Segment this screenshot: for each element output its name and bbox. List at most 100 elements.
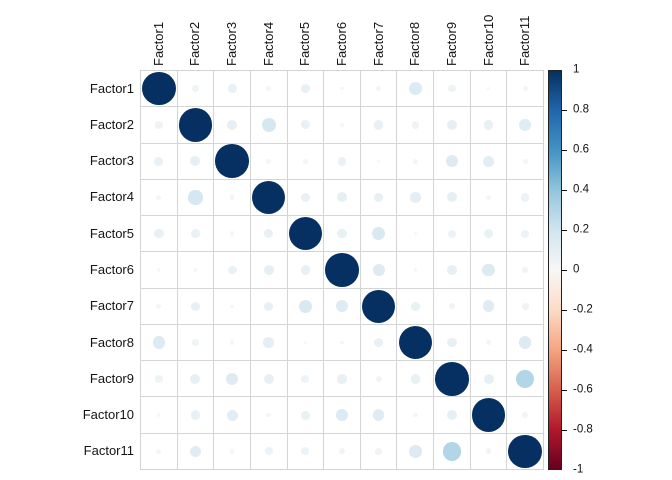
correlation-circle	[448, 84, 456, 93]
row-label: Factor8	[89, 334, 134, 350]
correlation-circle	[266, 412, 272, 418]
correlation-circle	[227, 119, 238, 130]
matrix-cell-r11c9	[434, 433, 471, 470]
correlation-circle	[190, 301, 201, 311]
matrix-cell-r8c11	[507, 324, 544, 362]
matrix-cell-r8c8	[397, 324, 435, 362]
matrix-cell-r9c10	[470, 361, 508, 398]
matrix-cell-r1c5	[287, 71, 325, 108]
correlation-circle	[227, 84, 237, 94]
correlation-circle	[190, 373, 201, 384]
colorbar-tick-label: 0.2	[573, 223, 589, 236]
colorbar-tick	[562, 190, 567, 191]
row-label: Factor1	[89, 80, 134, 96]
matrix-cell-r4c3	[214, 179, 251, 217]
matrix-cell-r2c8	[397, 107, 435, 144]
column-label-text: Factor10	[480, 14, 496, 66]
colorbar-tick-label: 1	[573, 63, 580, 76]
correlation-circle	[371, 227, 386, 241]
colorbar-tick	[562, 350, 567, 351]
column-label: Factor5	[287, 0, 324, 66]
matrix-cell-r11c6	[324, 433, 361, 470]
correlation-circle	[193, 268, 198, 272]
matrix-cell-r3c6	[324, 143, 361, 180]
matrix-cell-r8c3	[214, 324, 251, 362]
correlation-circle	[263, 337, 274, 348]
matrix-cell-r5c1	[141, 216, 178, 253]
row-label: Factor9	[89, 370, 134, 386]
matrix-cell-r8c5	[287, 324, 325, 362]
correlation-circle	[446, 119, 457, 130]
matrix-cell-r1c2	[177, 71, 215, 108]
matrix-cell-r11c7	[360, 433, 398, 470]
matrix-cell-r5c4	[250, 216, 288, 253]
matrix-cell-r1c8	[397, 71, 435, 108]
matrix-cell-r10c8	[397, 397, 435, 434]
correlation-circle	[373, 337, 384, 348]
matrix-cell-r7c10	[470, 288, 508, 325]
correlation-circle	[412, 158, 418, 164]
column-label-text: Factor3	[224, 21, 240, 66]
correlation-circle	[301, 447, 310, 456]
matrix-cell-r10c9	[434, 397, 471, 434]
correlation-circle	[190, 156, 201, 167]
matrix-cell-r2c3	[214, 107, 251, 144]
row-labels: Factor1 Factor2 Factor3 Factor4 Factor5 Facto…	[0, 70, 134, 469]
correlation-circle	[411, 121, 419, 129]
correlation-circle	[298, 299, 313, 313]
column-label: Factor4	[250, 0, 287, 66]
correlation-circle	[325, 253, 359, 287]
correlation-circle	[447, 265, 457, 275]
matrix-cell-r2c7	[360, 107, 398, 144]
matrix-cell-r11c1	[141, 433, 178, 470]
correlation-circle	[229, 195, 235, 200]
correlation-circle	[154, 156, 164, 166]
correlation-circle	[340, 340, 344, 345]
matrix-cell-r7c3	[214, 288, 251, 325]
matrix-cell-r2c9	[434, 107, 471, 144]
matrix-cell-r10c6	[324, 397, 361, 434]
matrix-cell-r9c1	[141, 361, 178, 398]
matrix-cell-r7c5	[287, 288, 325, 325]
matrix-cell-r3c10	[470, 143, 508, 180]
row-label: Factor7	[89, 298, 134, 314]
correlation-circle	[264, 447, 273, 456]
matrix-cell-r5c3	[214, 216, 251, 253]
correlation-circle	[442, 442, 462, 461]
matrix-cell-r3c9	[434, 143, 471, 180]
matrix-cell-r3c3	[214, 143, 251, 180]
correlation-circle	[482, 300, 495, 313]
matrix-cell-r8c9	[434, 324, 471, 362]
correlation-matrix-grid	[140, 70, 544, 470]
matrix-cell-r7c6	[324, 288, 361, 325]
correlation-circle	[263, 301, 274, 311]
correlation-circle	[154, 228, 164, 239]
correlation-circle	[337, 374, 347, 384]
correlation-circle	[303, 340, 308, 345]
correlation-circle	[521, 193, 530, 202]
colorbar-tick-label: 0	[573, 263, 580, 276]
correlation-circle	[373, 120, 384, 130]
correlation-circle	[516, 369, 535, 388]
matrix-cell-r5c8	[397, 216, 435, 253]
correlation-circle	[409, 192, 421, 203]
matrix-cell-r5c9	[434, 216, 471, 253]
matrix-cell-r5c5	[287, 216, 325, 253]
correlation-circle	[300, 265, 311, 275]
correlation-circle	[266, 158, 272, 164]
correlation-circle	[157, 413, 161, 417]
matrix-cell-r3c7	[360, 143, 398, 180]
matrix-cell-r3c1	[141, 143, 178, 180]
correlation-circle	[409, 82, 422, 95]
correlation-circle	[508, 434, 542, 469]
correlation-circle	[226, 372, 239, 385]
correlation-circle	[227, 265, 237, 275]
matrix-cell-r10c4	[250, 397, 288, 434]
matrix-cell-r8c6	[324, 324, 361, 362]
correlation-circle	[215, 144, 249, 178]
matrix-cell-r1c10	[470, 71, 508, 108]
correlation-circle	[263, 264, 274, 276]
correlation-circle	[471, 398, 506, 432]
matrix-cell-r8c7	[360, 324, 398, 362]
